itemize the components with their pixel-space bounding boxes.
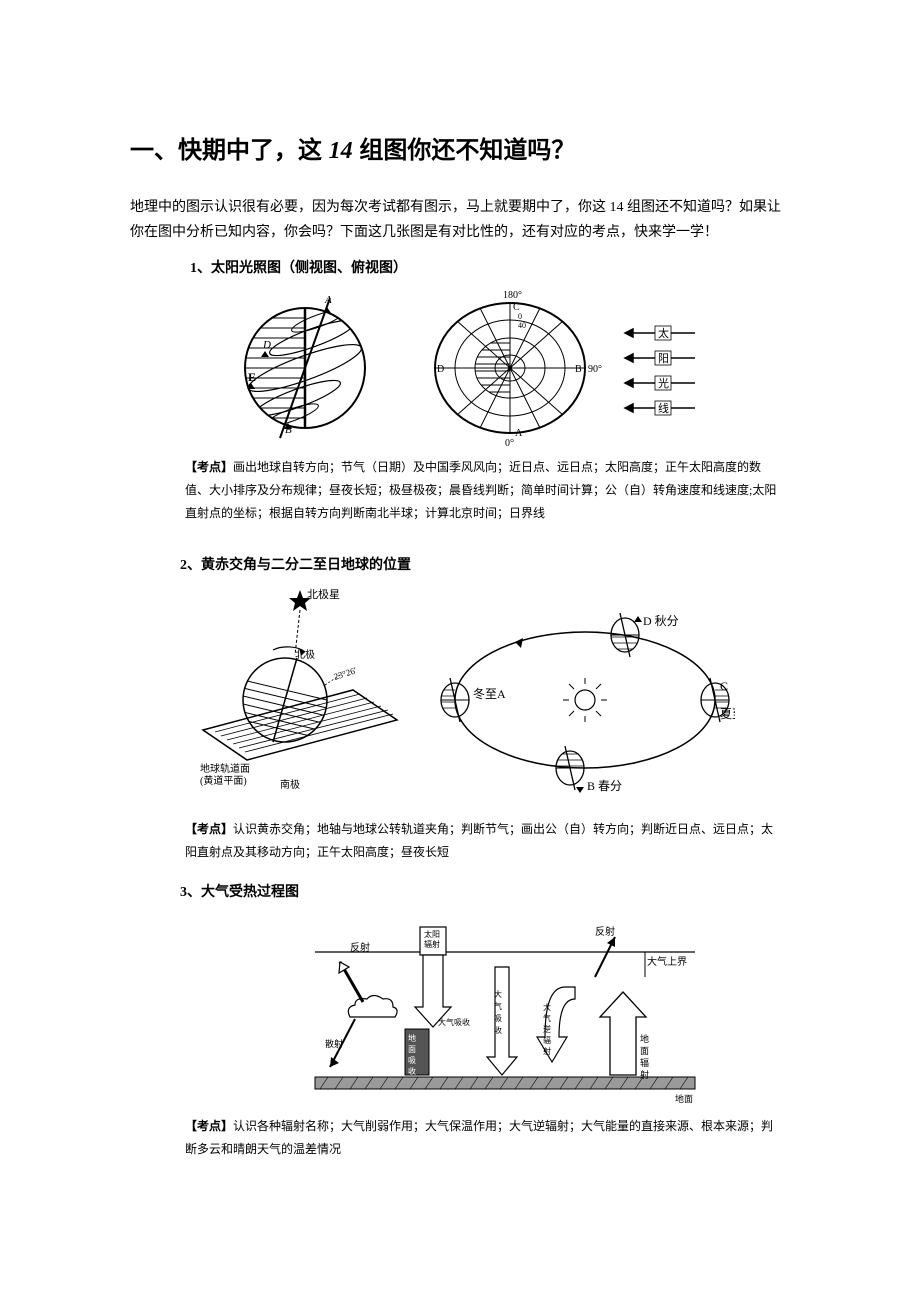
svg-text:冬至A: 冬至A — [473, 686, 506, 701]
svg-text:吸: 吸 — [408, 1056, 416, 1065]
svg-text:B: B — [575, 364, 582, 375]
kaodian-text: 认识黄赤交角；地轴与地球公转轨道夹角；判断节气；画出公（自）转方向；判断近日点、… — [185, 822, 773, 859]
svg-text:光: 光 — [658, 376, 669, 390]
svg-text:反射: 反射 — [350, 942, 370, 954]
title-prefix: 一、快期中了，这 — [130, 137, 329, 164]
kaodian-text: 画出地球自转方向；节气（日期）及中国季风风向；近日点、远日点；太阳高度；正午太阳… — [185, 460, 776, 520]
svg-text:气: 气 — [494, 1001, 502, 1011]
svg-text:地面: 地面 — [675, 1093, 693, 1104]
svg-text:辐: 辐 — [543, 1035, 551, 1045]
section-1-heading: 1、太阳光照图（侧视图、俯视图） — [190, 257, 790, 277]
svg-text:180°: 180° — [503, 290, 522, 301]
kaodian-text: 认识各种辐射名称；大气削弱作用；大气保温作用；大气逆辐射；大气能量的直接来源、根… — [185, 1119, 773, 1156]
svg-text:反射: 反射 — [595, 926, 615, 938]
kaodian-label: 【考点】 — [185, 822, 233, 836]
svg-text:射: 射 — [543, 1046, 551, 1056]
svg-text:大气吸收: 大气吸收 — [438, 1017, 470, 1027]
svg-text:散射: 散射 — [325, 1038, 343, 1049]
svg-text:0°: 0° — [505, 438, 514, 448]
svg-text:B 春分: B 春分 — [587, 779, 622, 793]
diagram-obliquity: 北极星 北极 南极 — [185, 580, 415, 810]
intro-paragraph: 地理中的图示认识很有必要，因为每次考试都有图示，马上就要期中了，你这 14 组图… — [130, 195, 790, 245]
svg-text:23°26′: 23°26′ — [333, 665, 359, 682]
svg-text:地: 地 — [640, 1033, 649, 1044]
svg-text:D 秋分: D 秋分 — [643, 614, 679, 628]
svg-text:E: E — [248, 370, 256, 384]
svg-text:面: 面 — [640, 1046, 649, 1056]
svg-text:北极星: 北极星 — [307, 587, 340, 601]
svg-text:A: A — [324, 294, 332, 306]
svg-text:太阳: 太阳 — [424, 929, 440, 939]
svg-text:射: 射 — [640, 1069, 649, 1080]
section-2: 2、黄赤交角与二分二至日地球的位置 北极星 北极 南极 — [130, 554, 790, 864]
section-2-heading: 2、黄赤交角与二分二至日地球的位置 — [180, 554, 790, 574]
diagram-side-view-globe: A D E B — [215, 283, 395, 448]
svg-text:(黄道平面): (黄道平面) — [200, 774, 247, 787]
svg-text:地: 地 — [408, 1033, 416, 1043]
page-title: 一、快期中了，这 14 组图你还不知道吗？ — [130, 130, 790, 165]
diagram-top-view-globe: 180° C 0 40 D B 90° 0° A 太 — [415, 283, 705, 448]
svg-text:收: 收 — [494, 1025, 502, 1035]
svg-text:大: 大 — [543, 1002, 551, 1012]
kaodian-label: 【考点】 — [185, 460, 233, 474]
section-3-kaodian: 【考点】认识各种辐射名称；大气削弱作用；大气保温作用；大气逆辐射；大气能量的直接… — [185, 1115, 790, 1161]
svg-text:辐: 辐 — [640, 1057, 649, 1068]
svg-text:太: 太 — [658, 327, 669, 340]
document-page: 一、快期中了，这 14 组图你还不知道吗？ 地理中的图示认识很有必要，因为每次考… — [0, 0, 920, 1219]
svg-text:0: 0 — [518, 312, 522, 321]
svg-text:大: 大 — [494, 989, 502, 999]
svg-text:南极: 南极 — [280, 778, 300, 791]
section-1: 1、太阳光照图（侧视图、俯视图） — [130, 257, 790, 524]
svg-text:夏至: 夏至 — [720, 707, 735, 721]
section-3-heading: 3、大气受热过程图 — [180, 881, 790, 901]
section-2-kaodian: 【考点】认识黄赤交角；地轴与地球公转轨道夹角；判断节气；画出公（自）转方向；判断… — [185, 818, 790, 864]
section-3: 3、大气受热过程图 大气上界 — [130, 881, 790, 1161]
svg-text:90°: 90° — [588, 364, 602, 375]
svg-text:阳: 阳 — [658, 352, 669, 365]
svg-text:40: 40 — [518, 321, 526, 330]
svg-text:吸: 吸 — [494, 1014, 502, 1023]
section-1-kaodian: 【考点】画出地球自转方向；节气（日期）及中国季风风向；近日点、远日点；太阳高度；… — [185, 456, 790, 524]
svg-text:D: D — [262, 339, 271, 351]
svg-text:A: A — [515, 428, 523, 439]
svg-text:北极: 北极 — [295, 648, 315, 661]
section-1-diagrams: A D E B — [130, 283, 790, 448]
diagram-atmosphere-heating: 大气上界 — [295, 907, 715, 1107]
svg-text:收: 收 — [408, 1066, 416, 1076]
svg-text:C: C — [720, 679, 728, 693]
svg-text:面: 面 — [408, 1045, 416, 1054]
svg-text:D: D — [437, 364, 444, 375]
diagram-orbit-positions: 冬至A C 夏至 — [435, 580, 735, 810]
svg-text:大气上界: 大气上界 — [647, 955, 687, 968]
kaodian-label: 【考点】 — [185, 1119, 233, 1133]
svg-text:地球轨道面: 地球轨道面 — [200, 762, 250, 775]
svg-text:线: 线 — [658, 401, 669, 415]
title-number: 14 — [329, 138, 353, 164]
section-3-diagrams: 大气上界 — [220, 907, 790, 1107]
title-suffix: 组图你还不知道吗？ — [353, 137, 576, 164]
svg-text:逆: 逆 — [543, 1024, 551, 1034]
svg-text:辐射: 辐射 — [424, 939, 440, 949]
section-2-diagrams: 北极星 北极 南极 — [130, 580, 790, 810]
svg-text:气: 气 — [543, 1013, 551, 1023]
